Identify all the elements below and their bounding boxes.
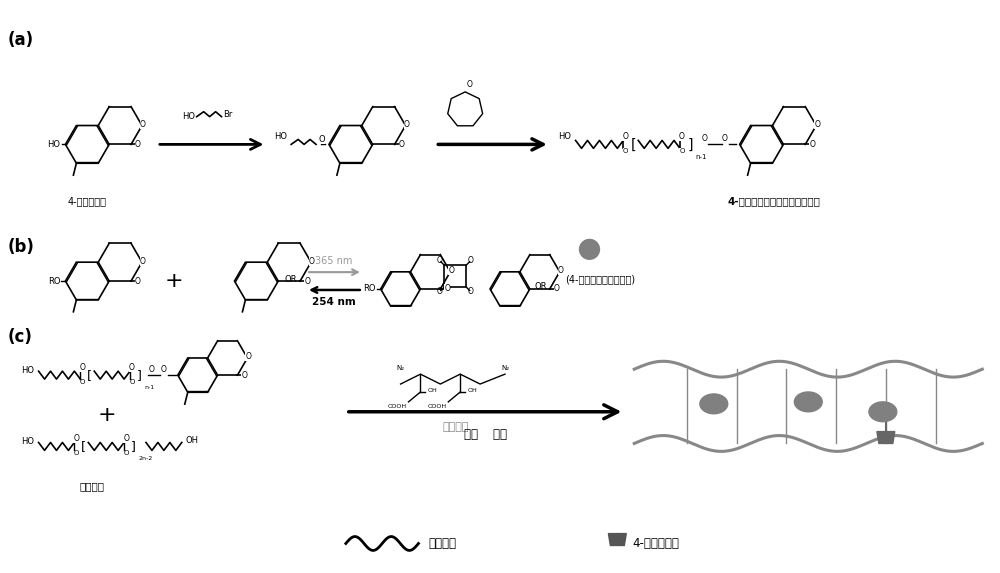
Text: O: O [468, 256, 474, 265]
Text: 酯化    辐照: 酯化 辐照 [464, 428, 507, 441]
Text: RO: RO [48, 277, 60, 285]
Text: ]: ] [687, 138, 693, 151]
Text: HO: HO [558, 132, 571, 141]
Text: OH: OH [427, 388, 437, 394]
Text: O: O [309, 257, 315, 266]
Text: 4-甲基伞形酮: 4-甲基伞形酮 [68, 196, 107, 206]
Text: O: O [123, 450, 129, 456]
Polygon shape [608, 533, 626, 545]
Text: RO: RO [363, 284, 376, 293]
Text: OR: OR [284, 274, 297, 284]
Text: N₂: N₂ [396, 365, 405, 371]
Text: O: O [241, 371, 247, 380]
Ellipse shape [794, 392, 822, 412]
Text: (b): (b) [8, 238, 35, 257]
Text: 聚己内酯: 聚己内酯 [428, 537, 456, 550]
Text: 聚苹果酸: 聚苹果酸 [442, 422, 469, 431]
Polygon shape [877, 431, 895, 444]
Text: O: O [135, 140, 141, 149]
Ellipse shape [700, 394, 728, 414]
Text: O: O [623, 148, 628, 154]
Text: O: O [558, 266, 564, 276]
Text: 4-甲基伞形酮: 4-甲基伞形酮 [632, 537, 679, 550]
Text: O: O [722, 134, 728, 143]
Text: O: O [444, 284, 450, 293]
Text: HO: HO [21, 437, 34, 446]
Text: 254 nm: 254 nm [312, 297, 356, 307]
Text: 2n-2: 2n-2 [138, 456, 152, 461]
Text: O: O [437, 256, 443, 265]
Text: HO: HO [47, 140, 60, 149]
Text: HO: HO [274, 132, 287, 141]
Text: ]: ] [131, 440, 135, 453]
Text: 365 nm: 365 nm [315, 256, 353, 266]
Text: O: O [73, 434, 79, 443]
Text: (c): (c) [8, 328, 33, 346]
Text: O: O [79, 363, 85, 372]
Text: +: + [165, 271, 183, 291]
Text: O: O [814, 120, 820, 129]
Text: O: O [80, 379, 85, 385]
Text: O: O [140, 120, 146, 129]
Text: O: O [702, 134, 708, 143]
Text: O: O [679, 148, 685, 154]
Text: O: O [140, 257, 146, 266]
Text: [: [ [81, 440, 86, 453]
Text: HO: HO [21, 366, 34, 375]
Text: [: [ [87, 368, 92, 382]
Text: O: O [123, 434, 129, 443]
Text: ]: ] [137, 368, 141, 382]
Text: 聚己内酯: 聚己内酯 [80, 481, 105, 491]
Text: (4-甲基伞形酮的二聚体): (4-甲基伞形酮的二聚体) [565, 274, 635, 284]
Text: O: O [622, 132, 628, 141]
Text: +: + [98, 405, 117, 425]
Text: n-1: n-1 [695, 154, 706, 160]
Text: COOH: COOH [387, 404, 407, 409]
Text: O: O [809, 140, 815, 149]
Text: COOH: COOH [427, 404, 446, 409]
Text: O: O [448, 266, 454, 276]
Text: O: O [679, 132, 685, 141]
Text: O: O [149, 364, 155, 374]
Text: OR: OR [535, 282, 547, 292]
Text: OH: OH [186, 436, 199, 445]
Text: O: O [245, 352, 251, 362]
Text: O: O [437, 287, 443, 296]
Text: O: O [554, 284, 560, 293]
Text: Br: Br [224, 110, 233, 119]
Text: O: O [129, 363, 135, 372]
Text: O: O [129, 379, 135, 385]
Text: 4-甲基伞形酮单封端的聚己内酯: 4-甲基伞形酮单封端的聚己内酯 [727, 196, 820, 206]
Text: O: O [135, 277, 141, 285]
Text: N₂: N₂ [501, 365, 509, 371]
Text: O: O [318, 135, 325, 144]
Text: O: O [468, 287, 474, 296]
Text: O: O [304, 277, 310, 285]
Text: (a): (a) [8, 30, 34, 49]
Text: [: [ [631, 138, 636, 151]
Text: HO: HO [182, 112, 195, 121]
Text: n-1: n-1 [144, 385, 154, 390]
Text: O: O [74, 450, 79, 456]
Text: O: O [466, 80, 472, 89]
Text: O: O [399, 140, 404, 149]
Ellipse shape [869, 402, 897, 422]
Text: OH: OH [467, 388, 477, 394]
Text: O: O [404, 120, 409, 129]
Circle shape [580, 240, 599, 259]
Text: O: O [161, 364, 167, 374]
